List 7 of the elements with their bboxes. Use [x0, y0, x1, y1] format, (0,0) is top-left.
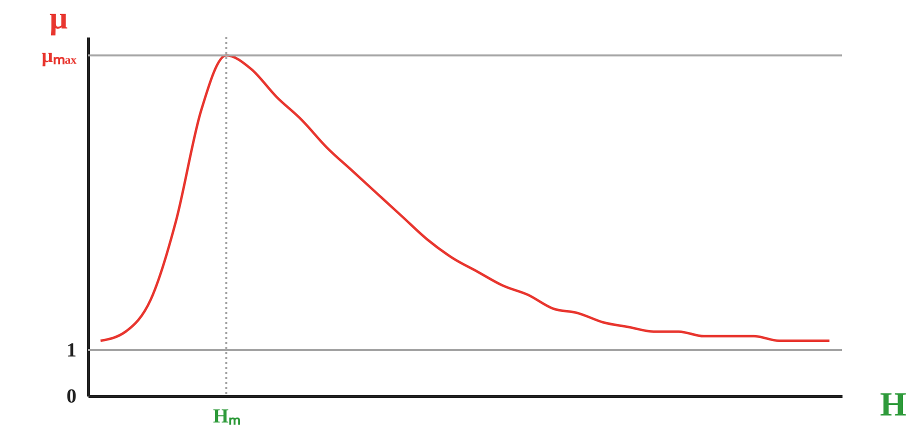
y-axis-title: μ — [49, 0, 68, 36]
y-tick-label: 0 — [66, 386, 76, 408]
y-tick-label: μₘₐₓ — [42, 44, 77, 67]
y-tick-label: 1 — [66, 339, 76, 362]
line-series — [99, 54, 831, 342]
x-tick-label: Hₘ — [212, 406, 241, 428]
x-axis-title: H — [880, 386, 906, 424]
